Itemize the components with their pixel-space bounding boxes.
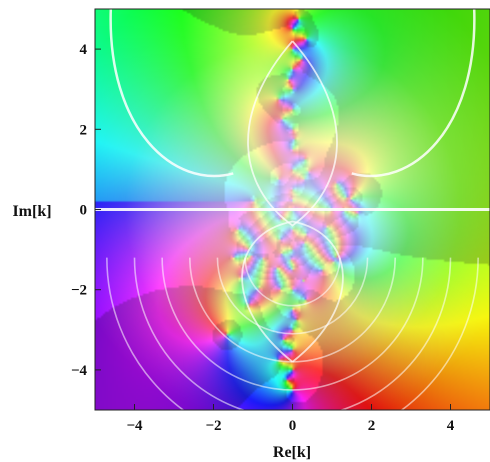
y-axis: −4 −2 0 2 4	[71, 42, 101, 379]
x-tick-label: 2	[368, 418, 376, 434]
y-tick-label: −2	[71, 283, 87, 299]
plot-area	[95, 9, 490, 410]
x-tick-label: 0	[289, 418, 297, 434]
x-tick-label: −4	[126, 418, 143, 434]
contour-lines	[95, 9, 490, 410]
x-tick-label: 4	[447, 418, 455, 434]
y-tick-label: −4	[71, 363, 88, 379]
y-axis-label: Im[k]	[12, 203, 51, 220]
y-tick-label: 0	[80, 203, 88, 219]
y-tick-label: 4	[80, 42, 88, 58]
x-axis-label: Re[k]	[273, 444, 311, 461]
x-axis: −4 −2 0 2 4	[126, 404, 455, 434]
y-tick-label: 2	[80, 122, 88, 138]
center-glow	[95, 9, 490, 410]
x-tick-label: −2	[205, 418, 221, 434]
